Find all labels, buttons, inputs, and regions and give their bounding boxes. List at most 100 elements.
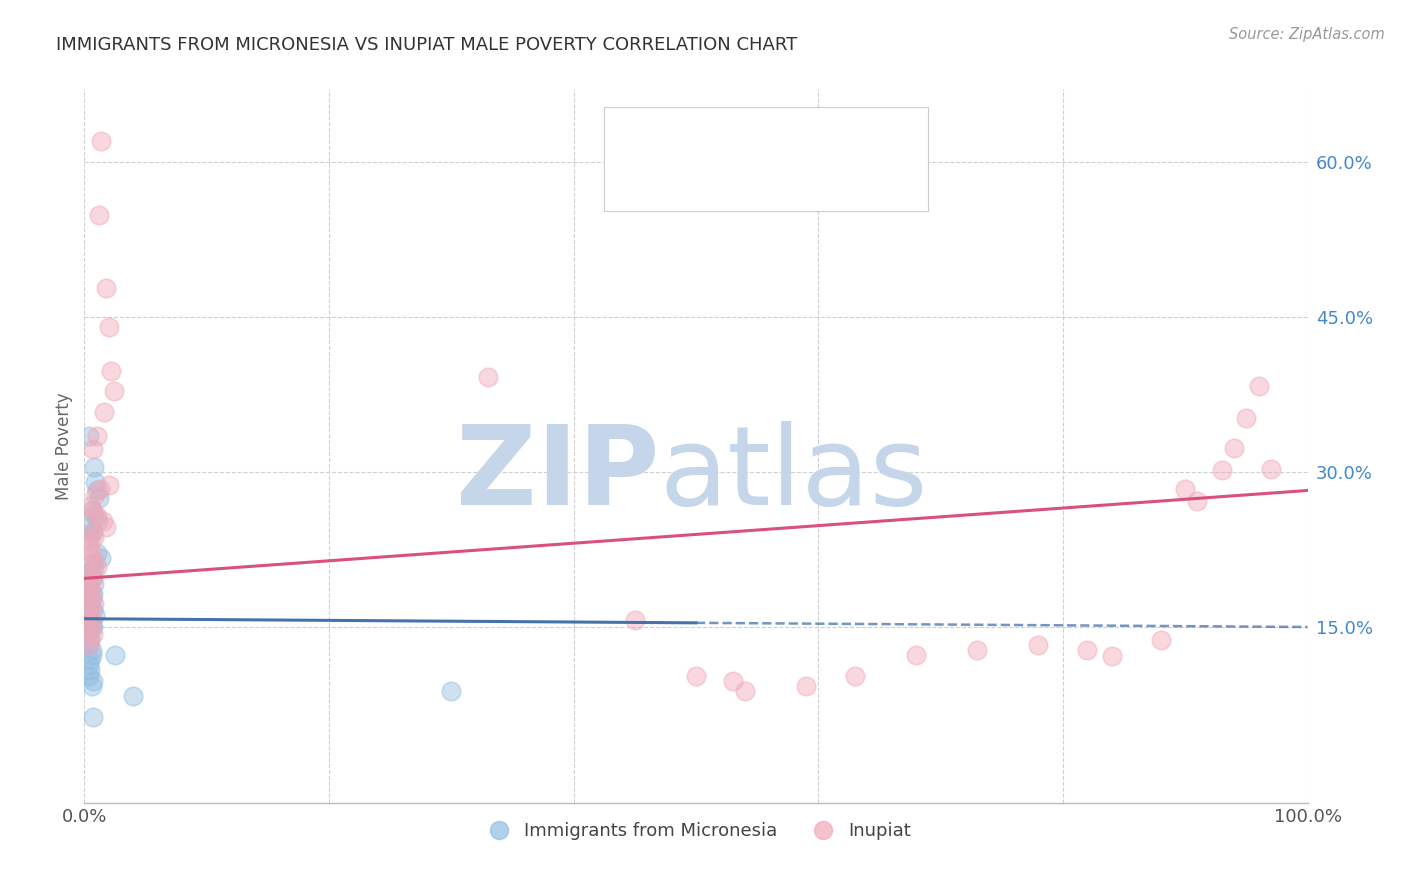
Y-axis label: Male Poverty: Male Poverty (55, 392, 73, 500)
Point (844, 668, 866, 682)
Point (122, 690, 145, 704)
Point (905, 648, 928, 662)
Point (79, 582, 101, 596)
Point (86, 560, 108, 574)
Point (97, 478, 120, 492)
Point (77, 530, 100, 544)
Point (79, 534, 101, 549)
Point (90, 134, 112, 148)
Point (77, 616, 100, 631)
Point (77, 614, 100, 628)
Point (80, 524, 103, 539)
Point (721, 673, 744, 688)
Point (80, 571, 103, 585)
Point (77, 638, 100, 652)
Point (79, 632, 101, 647)
Text: IMMIGRANTS FROM MICRONESIA VS INUPIAT MALE POVERTY CORRELATION CHART: IMMIGRANTS FROM MICRONESIA VS INUPIAT MA… (56, 36, 797, 54)
Text: atlas: atlas (659, 421, 928, 528)
Point (77, 627, 100, 641)
Point (84, 487, 107, 501)
Point (80, 679, 103, 693)
Point (86, 545, 108, 559)
Point (77, 549, 100, 564)
Point (77, 658, 100, 673)
Legend: Immigrants from Micronesia, Inupiat: Immigrants from Micronesia, Inupiat (474, 815, 918, 847)
Point (1101, 648, 1123, 663)
Point (80, 566, 103, 581)
Point (90, 550, 112, 565)
Point (82, 602, 104, 616)
Point (84, 555, 107, 569)
Text: ZIP: ZIP (456, 421, 659, 528)
Point (80, 556, 103, 570)
Point (82, 673, 104, 688)
Point (80, 612, 103, 626)
Point (1260, 462, 1282, 476)
Point (91, 515, 114, 529)
FancyBboxPatch shape (605, 107, 928, 211)
Point (79, 664, 101, 678)
Point (100, 363, 122, 377)
Point (79, 519, 101, 533)
Point (86, 428, 108, 442)
Point (80, 503, 103, 517)
Point (79, 575, 101, 590)
Point (77, 581, 100, 595)
Point (80, 642, 103, 657)
Point (734, 684, 756, 698)
Point (1174, 483, 1197, 497)
Point (966, 642, 988, 657)
Point (80, 586, 103, 600)
Point (77, 539, 100, 553)
Point (1076, 642, 1098, 657)
Point (82, 627, 104, 641)
Point (103, 384, 125, 399)
Point (82, 587, 104, 601)
Point (79, 499, 101, 513)
Point (477, 369, 499, 384)
Point (77, 607, 100, 621)
Point (77, 428, 100, 442)
Point (80, 618, 103, 632)
Point (82, 710, 104, 724)
Point (685, 668, 707, 682)
Point (79, 653, 101, 667)
Point (1236, 411, 1258, 425)
Point (83, 530, 105, 544)
Point (86, 483, 108, 498)
Point (79, 622, 101, 636)
Point (77, 597, 100, 611)
Point (93, 405, 115, 419)
Point (87, 515, 110, 529)
Point (82, 571, 104, 585)
Point (1223, 441, 1246, 455)
Point (1247, 379, 1270, 393)
Point (82, 620, 104, 634)
Point (83, 576, 105, 591)
Point (77, 566, 100, 581)
Point (77, 668, 100, 682)
Point (96, 281, 118, 295)
Point (97, 320, 120, 334)
Point (1150, 633, 1173, 648)
Point (80, 592, 103, 607)
Point (83, 459, 105, 474)
Point (104, 648, 127, 662)
Point (77, 591, 100, 605)
Point (84, 475, 107, 490)
Point (83, 508, 105, 523)
Point (82, 504, 104, 518)
Point (96, 519, 118, 533)
Point (82, 524, 104, 539)
Point (83, 561, 105, 575)
Point (1028, 638, 1050, 652)
Point (87, 208, 110, 222)
Point (89, 483, 111, 497)
Point (1187, 493, 1209, 508)
Point (79, 613, 101, 627)
Point (624, 613, 647, 627)
Point (80, 545, 103, 559)
Point (1211, 463, 1233, 477)
Point (87, 491, 110, 505)
Point (79, 632, 101, 647)
